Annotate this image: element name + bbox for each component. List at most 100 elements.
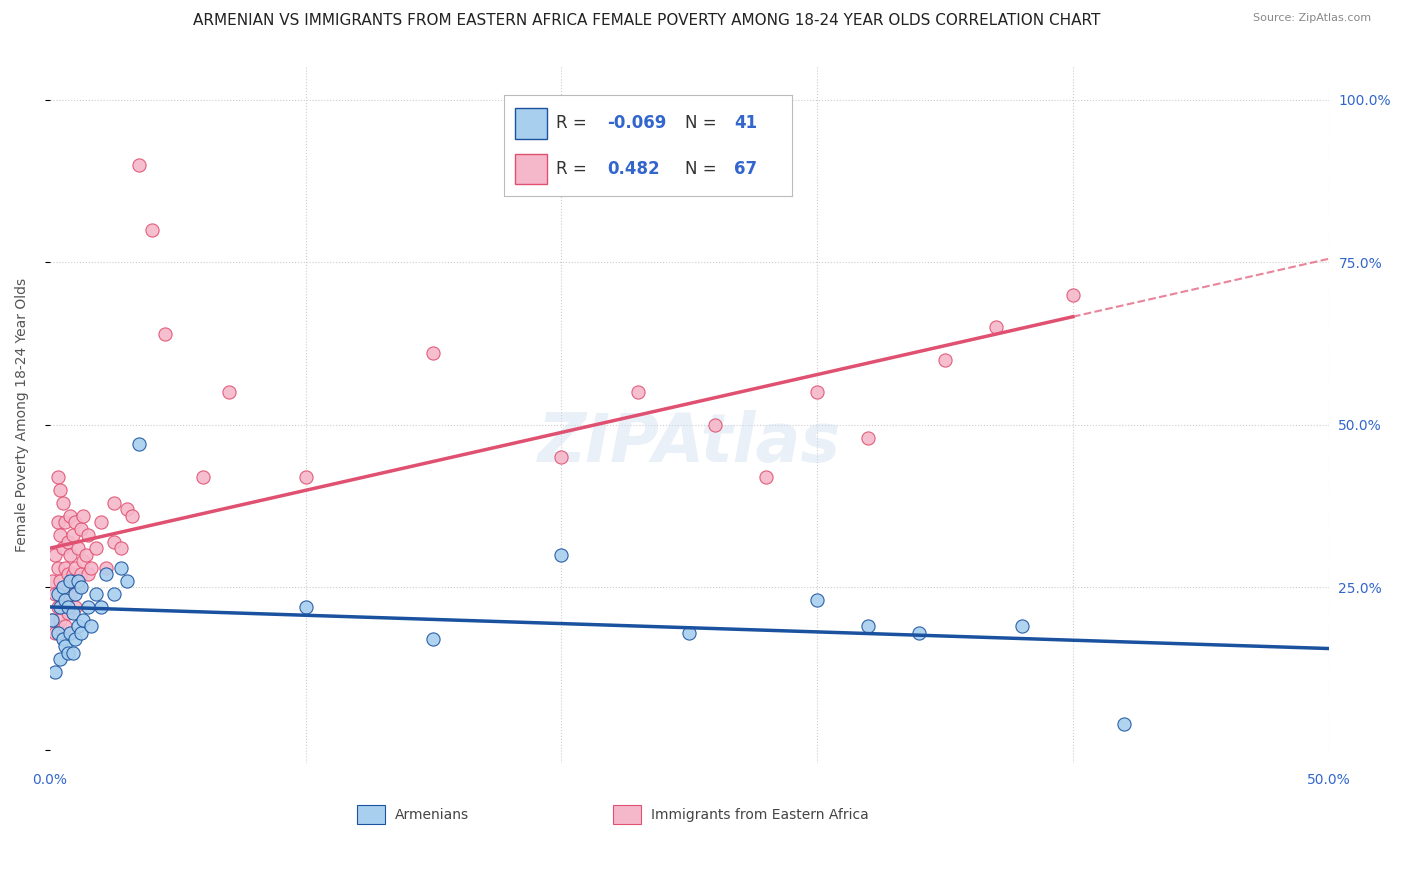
Point: [46, 599, 69, 614]
Point: [49, 599, 72, 614]
Point: [550, 450, 572, 465]
Point: [294, 599, 316, 614]
Point: [52, 632, 75, 647]
FancyBboxPatch shape: [613, 805, 641, 824]
Point: [66, 574, 89, 588]
Point: [80, 561, 103, 575]
Point: [858, 619, 880, 633]
Point: [59, 626, 82, 640]
Point: [56, 599, 79, 614]
Point: [66, 581, 89, 595]
Point: [44, 665, 66, 679]
Point: [46, 587, 69, 601]
Point: [69, 567, 91, 582]
Point: [934, 352, 956, 367]
Point: [65, 516, 87, 530]
Point: [52, 587, 75, 601]
Point: [65, 561, 87, 575]
Text: Immigrants from Eastern Africa: Immigrants from Eastern Africa: [651, 808, 869, 822]
Point: [115, 502, 138, 516]
Point: [56, 567, 79, 582]
Point: [44, 626, 66, 640]
Point: [153, 326, 176, 341]
Point: [128, 437, 150, 451]
Point: [49, 483, 72, 497]
Point: [84, 541, 107, 556]
Point: [46, 561, 69, 575]
Point: [56, 646, 79, 660]
Point: [65, 632, 87, 647]
Point: [52, 496, 75, 510]
Point: [72, 508, 94, 523]
Text: Armenians: Armenians: [395, 808, 470, 822]
Point: [77, 599, 100, 614]
Point: [90, 516, 112, 530]
Point: [44, 548, 66, 562]
Point: [72, 613, 94, 627]
Point: [806, 385, 828, 400]
Point: [49, 528, 72, 542]
Point: [121, 508, 143, 523]
Point: [550, 548, 572, 562]
Point: [94, 567, 117, 582]
Point: [94, 561, 117, 575]
Point: [56, 607, 79, 621]
Point: [115, 574, 138, 588]
Point: [53, 639, 76, 653]
Point: [422, 346, 444, 360]
Point: [53, 561, 76, 575]
Point: [1112, 717, 1135, 731]
Point: [110, 541, 132, 556]
Point: [627, 385, 650, 400]
Point: [59, 587, 82, 601]
Point: [703, 417, 725, 432]
Point: [53, 516, 76, 530]
Point: [80, 619, 103, 633]
Point: [53, 619, 76, 633]
Point: [46, 516, 69, 530]
Point: [46, 470, 69, 484]
Point: [77, 567, 100, 582]
Point: [59, 508, 82, 523]
Point: [103, 535, 125, 549]
Point: [49, 652, 72, 666]
Point: [62, 567, 84, 582]
Point: [53, 599, 76, 614]
Point: [49, 613, 72, 627]
Point: [422, 632, 444, 647]
Point: [755, 470, 778, 484]
Point: [294, 470, 316, 484]
Point: [193, 470, 215, 484]
Text: Source: ZipAtlas.com: Source: ZipAtlas.com: [1253, 13, 1371, 23]
Point: [41, 613, 63, 627]
Point: [141, 223, 163, 237]
Point: [44, 587, 66, 601]
Point: [41, 574, 63, 588]
Point: [128, 158, 150, 172]
Point: [858, 431, 880, 445]
Point: [72, 554, 94, 568]
Point: [52, 581, 75, 595]
Point: [678, 626, 700, 640]
Point: [53, 593, 76, 607]
Point: [65, 587, 87, 601]
Point: [908, 626, 931, 640]
Point: [62, 646, 84, 660]
Text: ARMENIAN VS IMMIGRANTS FROM EASTERN AFRICA FEMALE POVERTY AMONG 18-24 YEAR OLDS : ARMENIAN VS IMMIGRANTS FROM EASTERN AFRI…: [193, 13, 1101, 29]
Point: [49, 574, 72, 588]
Point: [66, 619, 89, 633]
Point: [52, 541, 75, 556]
Point: [84, 587, 107, 601]
Y-axis label: Female Poverty Among 18-24 Year Olds: Female Poverty Among 18-24 Year Olds: [15, 278, 30, 552]
Point: [77, 528, 100, 542]
Point: [1011, 619, 1033, 633]
FancyBboxPatch shape: [357, 805, 385, 824]
Point: [46, 626, 69, 640]
Text: ZIPAtlas: ZIPAtlas: [537, 410, 841, 476]
Point: [69, 581, 91, 595]
Point: [218, 385, 240, 400]
Point: [62, 607, 84, 621]
Point: [69, 522, 91, 536]
Point: [66, 541, 89, 556]
Point: [59, 548, 82, 562]
